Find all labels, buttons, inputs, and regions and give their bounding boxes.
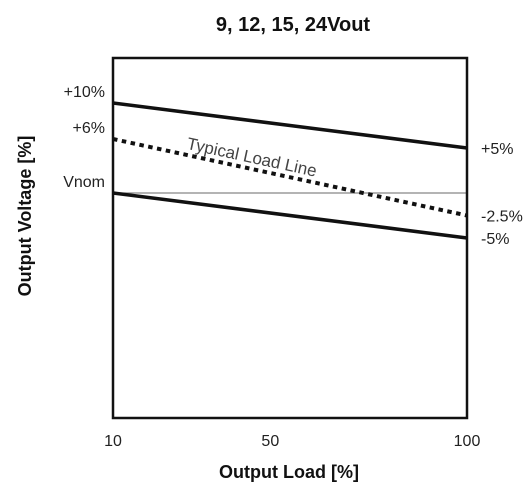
series-line-2 [112, 191, 468, 240]
x-tick-label-0: 10 [104, 433, 122, 450]
chart-title: 9, 12, 15, 24Vout [216, 14, 370, 36]
left-y-label-2: Vnom [63, 174, 105, 191]
x-tick-label-1: 50 [261, 433, 279, 450]
x-tick-labels: 10 50 100 [104, 433, 480, 450]
right-y-labels: +5% -2.5% -5% [481, 141, 523, 248]
left-y-labels: +10% +6% Vnom [63, 84, 105, 191]
left-y-label-0: +10% [64, 84, 105, 101]
y-axis-title: Output Voltage [%] [15, 136, 35, 297]
x-tick-label-2: 100 [454, 433, 481, 450]
left-y-label-1: +6% [73, 120, 105, 137]
series-line-0 [112, 101, 468, 150]
series-layer [112, 101, 468, 240]
plot-frame [111, 56, 469, 420]
right-y-label-2: -5% [481, 231, 509, 248]
x-axis-title: Output Load [%] [219, 462, 359, 482]
series-line-1 [112, 137, 468, 218]
right-y-label-1: -2.5% [481, 209, 523, 226]
right-y-label-0: +5% [481, 141, 513, 158]
